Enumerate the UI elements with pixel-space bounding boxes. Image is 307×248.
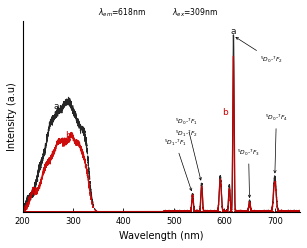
Text: $^5D_1$-$^7F_1$: $^5D_1$-$^7F_1$ — [164, 138, 192, 191]
Text: $^5D_0$-$^7F_1$: $^5D_0$-$^7F_1$ — [175, 117, 201, 180]
Text: a: a — [231, 27, 236, 36]
Text: $\lambda_{em}$=618nm: $\lambda_{em}$=618nm — [98, 7, 146, 19]
Text: b: b — [222, 108, 228, 117]
Text: a: a — [54, 102, 59, 111]
Text: b: b — [65, 131, 71, 140]
Text: $^5D_0$-$^7F_3$: $^5D_0$-$^7F_3$ — [237, 148, 260, 197]
X-axis label: Wavelength (nm): Wavelength (nm) — [119, 231, 204, 241]
Text: $^5D_1$-$^7F_2$: $^5D_1$-$^7F_2$ — [175, 129, 198, 139]
Y-axis label: Intensity (a.u): Intensity (a.u) — [7, 82, 17, 151]
Text: $^5D_0$-$^7F_2$: $^5D_0$-$^7F_2$ — [236, 37, 283, 65]
Text: $^5D_0$-$^7F_4$: $^5D_0$-$^7F_4$ — [265, 113, 288, 173]
Text: $\lambda_{ex}$=309nm: $\lambda_{ex}$=309nm — [172, 7, 218, 19]
